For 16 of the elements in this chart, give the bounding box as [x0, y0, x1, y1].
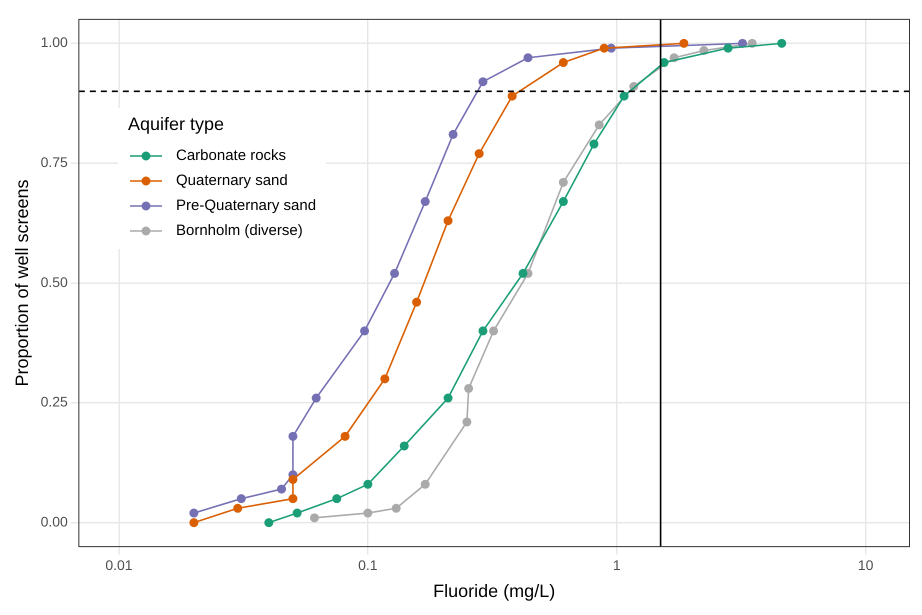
y-tick-label: 1.00 — [40, 34, 68, 50]
x-tick-label: 0.1 — [358, 556, 378, 573]
legend-label: Pre-Quaternary sand — [176, 197, 316, 214]
legend-label: Bornholm (diverse) — [176, 222, 303, 239]
y-axis-title: Proportion of well screens — [12, 179, 32, 387]
legend-label: Quaternary sand — [176, 172, 288, 189]
x-axis-title: Fluoride (mg/L) — [433, 581, 556, 602]
legend-title: Aquifer type — [128, 114, 226, 135]
legend-label: Carbonate rocks — [176, 147, 286, 164]
x-tick-label: 1 — [612, 556, 621, 573]
x-tick-label: 0.01 — [105, 556, 133, 573]
y-tick-label: 0.50 — [40, 274, 68, 290]
x-tick-label: 10 — [858, 556, 874, 573]
y-tick-label: 0.25 — [40, 394, 68, 410]
y-tick-label: 0.00 — [40, 513, 68, 530]
y-tick-label: 0.75 — [40, 154, 68, 170]
